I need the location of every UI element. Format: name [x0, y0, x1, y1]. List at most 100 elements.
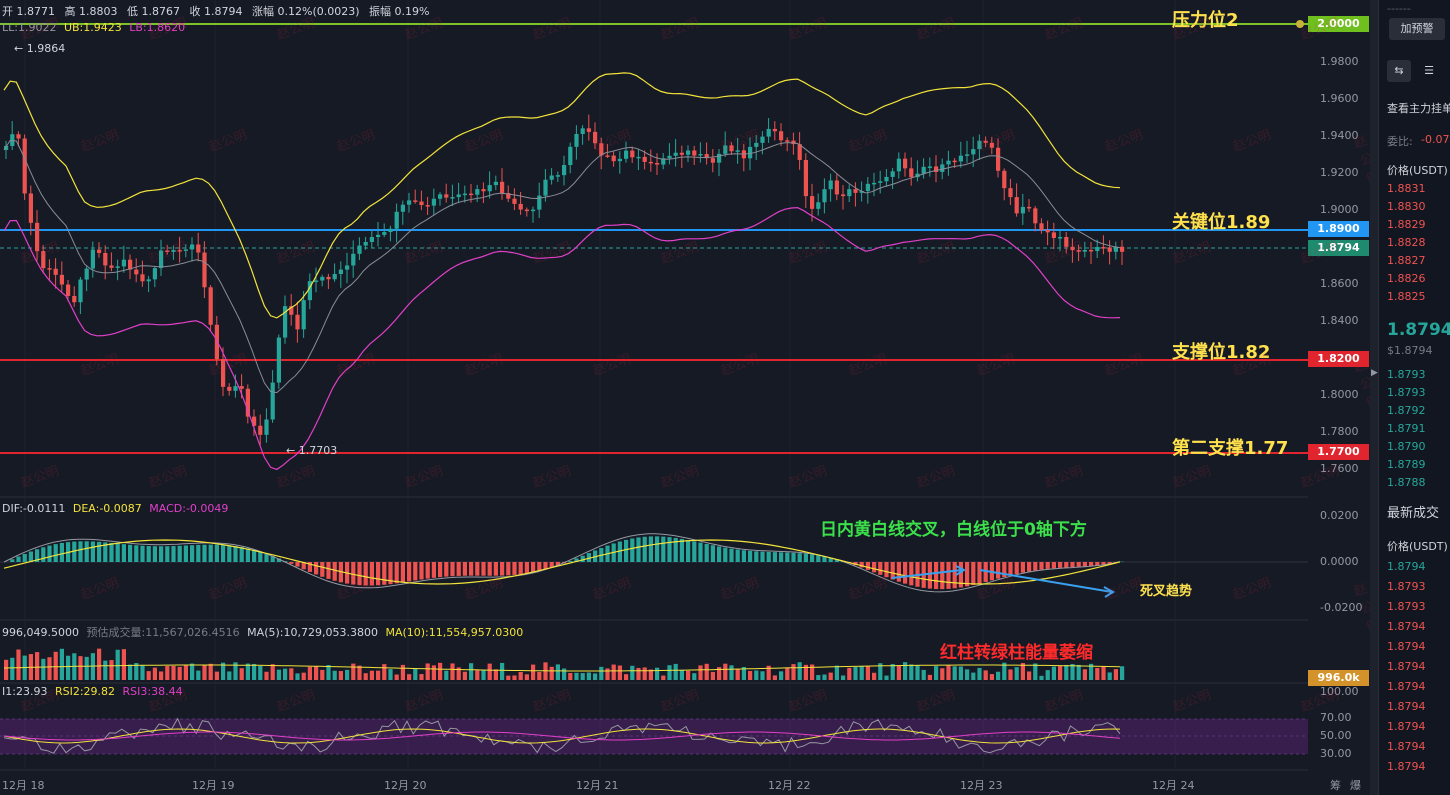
- chart-area[interactable]: 开 1.8771 高 1.8803 低 1.8767 收 1.8794 涨幅 0…: [0, 0, 1382, 795]
- candle-body: [363, 241, 368, 246]
- volume-bar: [128, 664, 133, 680]
- candle-body: [816, 202, 821, 209]
- candle-body: [1008, 188, 1013, 198]
- volume-bar: [537, 671, 542, 680]
- candle-body: [1039, 223, 1044, 231]
- candle-body: [562, 165, 567, 176]
- ask-price: 1.8830: [1387, 200, 1426, 213]
- volume-bar: [90, 653, 95, 680]
- volume-bar: [53, 651, 58, 680]
- amplitude-value: 振幅 0.19%: [369, 5, 430, 18]
- volume-bar: [407, 674, 412, 680]
- macd-bar: [22, 553, 27, 562]
- price-axis-label: 1.7800: [1320, 425, 1359, 438]
- macd-bar: [1008, 562, 1013, 576]
- trade-price: 1.8794: [1387, 720, 1426, 733]
- macd-bar: [884, 562, 889, 578]
- add-alert-button[interactable]: 加预警: [1389, 18, 1445, 40]
- boll-upper-line: [3, 72, 1121, 319]
- macd-bar: [859, 562, 864, 568]
- macd-bar: [208, 544, 213, 562]
- macd-bar: [493, 562, 498, 576]
- macd-bar: [710, 545, 715, 562]
- macd-bar: [816, 555, 821, 562]
- candle-body: [896, 158, 901, 172]
- volume-bar: [568, 672, 573, 680]
- candle-body: [1045, 230, 1050, 233]
- chip-button[interactable]: 筹: [1330, 779, 1341, 792]
- macd-bar: [407, 562, 412, 582]
- volume-bar: [853, 667, 858, 680]
- order-book-panel: ------ 加预警 ⇆ ☰ 查看主力挂单 委比: -0.07 价格(USDT)…: [1378, 0, 1450, 795]
- candle-body: [847, 189, 852, 197]
- candle-body: [779, 131, 784, 141]
- ask-price: 1.8831: [1387, 182, 1426, 195]
- macd-axis-label: 0.0200: [1320, 509, 1359, 522]
- macd-bar: [1070, 562, 1075, 568]
- candle-body: [419, 201, 424, 206]
- low-marker: ← 1.7703: [286, 444, 338, 457]
- trade-price: 1.8794: [1387, 760, 1426, 773]
- candle-body: [431, 198, 436, 206]
- candle-body: [233, 386, 238, 391]
- macd-bar: [1014, 562, 1019, 574]
- volume-bar: [518, 671, 523, 680]
- volume-bar: [289, 668, 294, 680]
- vol-ma10: MA(10):11,554,957.0300: [385, 626, 524, 639]
- volume-bar: [1058, 666, 1063, 680]
- macd-bar: [686, 540, 691, 562]
- macd-bar: [617, 541, 622, 562]
- candle-body: [1070, 246, 1075, 251]
- date-axis-label: 12月 22: [768, 779, 811, 792]
- macd-bar: [90, 541, 95, 562]
- candle-body: [927, 166, 932, 168]
- macd-bar: [797, 553, 802, 562]
- view-orders-link[interactable]: 查看主力挂单: [1387, 102, 1450, 115]
- candle-body: [53, 268, 58, 275]
- macd-bar: [78, 541, 83, 562]
- candle-body: [301, 300, 306, 330]
- volume-bar: [332, 670, 337, 680]
- orderbook-list-icon[interactable]: ☰: [1424, 64, 1434, 77]
- macd-bar: [1051, 562, 1056, 569]
- macd-bar: [152, 546, 157, 562]
- candle-body: [642, 156, 647, 162]
- panel-separator[interactable]: ▶: [1370, 0, 1378, 795]
- volume-bar: [388, 669, 393, 680]
- volume-bar: [841, 675, 846, 680]
- chart-canvas[interactable]: [0, 0, 1370, 795]
- candle-body: [940, 164, 945, 172]
- macd-bar: [369, 562, 374, 586]
- expand-icon[interactable]: ▶: [1371, 368, 1378, 378]
- volume-bar: [456, 667, 461, 680]
- macd-bar: [221, 544, 226, 562]
- candle-body: [320, 276, 325, 281]
- ask-price: 1.8825: [1387, 290, 1426, 303]
- macd-bar: [326, 562, 331, 579]
- volume-bar: [307, 666, 312, 680]
- candle-body: [853, 189, 858, 193]
- macd-bar: [252, 549, 257, 562]
- candle-body: [605, 155, 610, 157]
- candle-body: [115, 266, 120, 268]
- macd-bar: [673, 537, 678, 562]
- orderbook-both-icon[interactable]: ⇆: [1387, 60, 1411, 82]
- volume-bar: [134, 663, 139, 680]
- macd-bar: [865, 562, 870, 570]
- liquidation-button[interactable]: 爆: [1350, 779, 1361, 792]
- candle-body: [202, 252, 207, 288]
- volume-bar: [16, 649, 21, 680]
- candle-body: [289, 306, 294, 315]
- macd-bar: [1089, 562, 1094, 567]
- macd-bar: [190, 545, 195, 562]
- candle-body: [481, 189, 486, 192]
- volume-bar: [196, 670, 201, 680]
- last-price-usd: $1.8794: [1387, 344, 1433, 357]
- candle-body: [803, 159, 808, 197]
- volume-bar: [760, 671, 765, 680]
- macd-bar: [903, 562, 908, 584]
- rsi3-value: RSI3:38.44: [122, 685, 183, 698]
- candle-body: [493, 181, 498, 186]
- volume-bar: [245, 663, 250, 680]
- price-tag-2000: 2.0000: [1308, 16, 1369, 32]
